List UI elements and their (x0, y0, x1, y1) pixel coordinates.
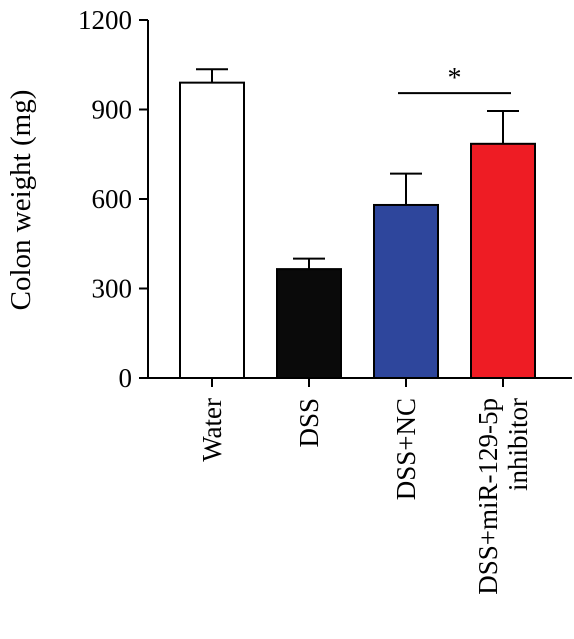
significance-label: * (448, 63, 462, 94)
bar (276, 268, 342, 380)
y-tick-label: 300 (92, 274, 133, 304)
y-tick-label: 1200 (78, 5, 132, 35)
y-tick-label: 600 (92, 184, 133, 214)
error-bars (196, 68, 519, 270)
category-labels: Water DSS DSS+NC DSS+miR-129-5p inhibitor (197, 398, 533, 595)
category-label: inhibitor (503, 398, 533, 491)
y-tick-label: 900 (92, 95, 133, 125)
category-label: DSS+miR-129-5p (473, 398, 503, 595)
y-tick-label: 0 (119, 363, 133, 393)
category-label: DSS+NC (391, 398, 421, 500)
y-axis-title: Colon weight (mg) (5, 90, 37, 311)
x-axis (148, 377, 572, 387)
significance-annotations: * (398, 63, 511, 95)
category-label: DSS (294, 398, 324, 448)
bar (179, 81, 245, 380)
bars (179, 81, 536, 380)
category-label: Water (197, 398, 227, 462)
bar (373, 203, 439, 379)
bar (470, 142, 536, 379)
y-axis: 0 300 600 900 1200 (78, 5, 149, 393)
